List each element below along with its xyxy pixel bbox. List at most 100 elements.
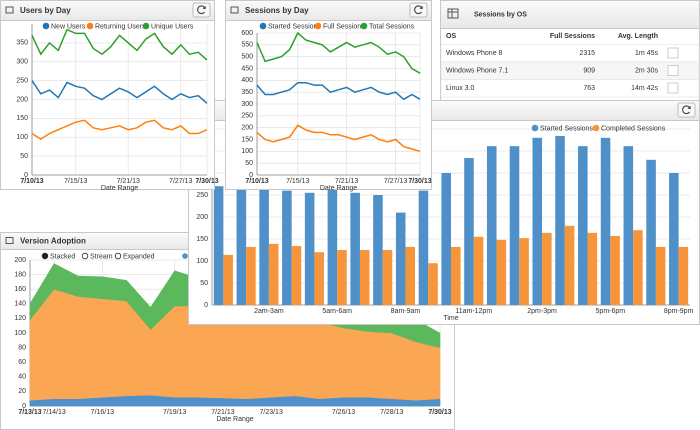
- y-tick-label: 600: [241, 30, 253, 37]
- y-tick-label: 50: [245, 160, 253, 167]
- y-tick-label: 40: [18, 374, 26, 381]
- bar: [236, 188, 247, 305]
- y-tick-label: 60: [18, 359, 26, 366]
- panel-header: [0, 0, 215, 21]
- legend-swatch: [592, 124, 600, 132]
- row-checkbox[interactable]: [667, 47, 679, 59]
- x-tick-label: 5pm-6pm: [596, 308, 626, 315]
- table-cell: Windows Phone 7.1: [446, 67, 508, 74]
- bar: [646, 159, 656, 305]
- y-tick-label: 0: [204, 302, 208, 309]
- legend-label: Started Sessions: [268, 23, 321, 30]
- y-tick-label: 550: [241, 42, 253, 49]
- x-tick-label: 5am-6am: [322, 308, 352, 315]
- bar: [405, 246, 416, 305]
- row-checkbox[interactable]: [667, 82, 679, 94]
- line: [256, 124, 421, 153]
- panel: [225, 0, 432, 190]
- bar: [509, 146, 520, 305]
- bar: [291, 246, 302, 305]
- x-tick-label: 2pm-3pm: [527, 308, 557, 315]
- panel-title: Users by Day: [20, 6, 71, 15]
- table-title: Sessions by OS: [474, 11, 527, 18]
- x-axis-title: Time: [443, 315, 458, 322]
- bar: [464, 158, 474, 305]
- y-tick-label: 180: [14, 271, 26, 278]
- bar: [610, 235, 620, 305]
- mode-label[interactable]: Stream: [90, 253, 113, 260]
- bar: [418, 190, 429, 305]
- mode-radio[interactable]: [114, 252, 122, 260]
- x-tick-label: 7/30/13: [195, 178, 218, 185]
- table-cell: 14m 42s: [631, 85, 658, 92]
- bar: [268, 243, 279, 305]
- bar: [314, 252, 324, 305]
- refresh-button[interactable]: [409, 2, 428, 18]
- bar: [473, 236, 484, 305]
- x-tick-label: 7/27/13: [384, 178, 407, 185]
- y-tick-label: 0: [249, 172, 253, 179]
- chart-panel: Sessions by Day 0 50 100 150 200 250 300 350 400 4…: [225, 0, 432, 192]
- bar: [555, 136, 565, 305]
- bar: [213, 186, 224, 305]
- x-tick-label: 7/30/13: [408, 178, 431, 185]
- y-tick-label: 200: [241, 125, 253, 132]
- legend-swatch: [142, 22, 150, 30]
- bar: [428, 263, 438, 305]
- mode-radio[interactable]: [41, 252, 49, 260]
- refresh-button[interactable]: [677, 102, 696, 118]
- legend-label: Unique Users: [151, 23, 194, 30]
- x-tick-label: 2am-3am: [254, 308, 284, 315]
- y-tick-label: 250: [196, 192, 208, 199]
- x-axis-title: Date Range: [101, 185, 138, 192]
- refresh-button[interactable]: [192, 2, 211, 18]
- y-tick-label: 250: [241, 113, 253, 120]
- y-tick-label: 350: [16, 40, 28, 47]
- x-tick-label: 7/14/13: [42, 409, 65, 416]
- bar: [486, 146, 497, 305]
- table-panel: Sessions by OS OS Full Sessions Avg. Length…: [440, 0, 700, 110]
- row-checkbox[interactable]: [667, 65, 679, 76]
- refresh-arrow: [687, 106, 691, 110]
- table-cell: Linux 3.0: [446, 85, 475, 92]
- bar: [578, 146, 588, 305]
- legend-label: Started Sessions: [540, 125, 593, 132]
- refresh-icon: [197, 5, 206, 15]
- mode-label[interactable]: Stacked: [50, 253, 75, 260]
- bar: [327, 188, 338, 305]
- legend-swatch: [531, 124, 539, 132]
- bar: [223, 254, 233, 305]
- y-tick-label: 140: [14, 301, 26, 308]
- y-tick-label: 50: [200, 280, 208, 287]
- x-tick-label: 7/26/13: [332, 409, 355, 416]
- x-tick-label: 7/30/13: [428, 409, 451, 416]
- line: [31, 119, 208, 140]
- y-tick-label: 200: [14, 257, 26, 264]
- table-cell: 2m 30s: [635, 67, 658, 74]
- table-row: [440, 79, 700, 98]
- refresh-icon: [414, 5, 423, 15]
- chart-panel: Users by Day 0 50 100 150 200 250 300 350 7/10/13…: [0, 0, 219, 192]
- bar: [373, 195, 383, 305]
- bar: [337, 250, 347, 305]
- legend-label: Returning Users: [95, 23, 146, 30]
- y-tick-label: 400: [241, 77, 253, 84]
- mode-label[interactable]: Expanded: [123, 253, 155, 260]
- x-tick-label: 7/15/13: [286, 178, 309, 185]
- bar: [395, 212, 406, 305]
- refresh-arrow: [202, 6, 206, 10]
- y-tick-label: 160: [14, 286, 26, 293]
- mode-radio[interactable]: [81, 252, 89, 260]
- legend-swatch: [259, 22, 267, 30]
- bar: [542, 232, 552, 305]
- x-tick-label: 7/21/13: [211, 409, 234, 416]
- y-tick-label: 0: [22, 403, 26, 410]
- bar: [669, 173, 679, 305]
- x-tick-label: 7/27/13: [169, 178, 192, 185]
- table-icon: [447, 8, 459, 19]
- column-header: OS: [446, 33, 456, 40]
- chart-panel: 0501001502002503003504002am-3am5am-6am8a…: [188, 100, 700, 325]
- table-cell: Windows Phone 8: [446, 50, 503, 57]
- table-cell: 763: [583, 85, 595, 92]
